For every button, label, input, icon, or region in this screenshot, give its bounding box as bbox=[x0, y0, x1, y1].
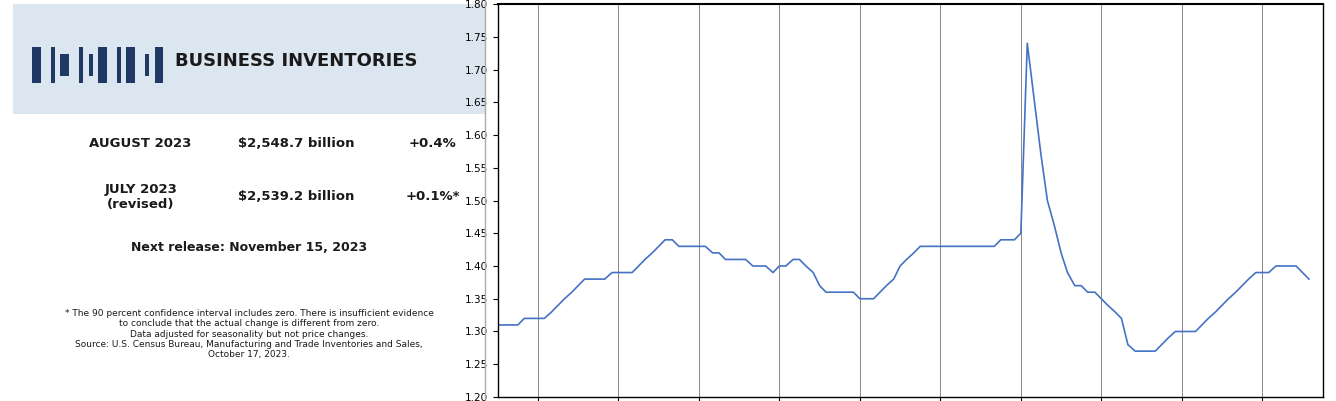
FancyBboxPatch shape bbox=[32, 47, 40, 83]
FancyBboxPatch shape bbox=[79, 47, 83, 83]
Text: Next release: November 15, 2023: Next release: November 15, 2023 bbox=[131, 241, 367, 254]
FancyBboxPatch shape bbox=[127, 47, 135, 83]
Text: JULY 2023
(revised): JULY 2023 (revised) bbox=[104, 182, 178, 211]
Text: $2,548.7 billion: $2,548.7 billion bbox=[238, 137, 354, 150]
Text: AUGUST 2023: AUGUST 2023 bbox=[90, 137, 192, 150]
FancyBboxPatch shape bbox=[155, 47, 163, 83]
Text: BUSINESS INVENTORIES: BUSINESS INVENTORIES bbox=[175, 52, 417, 70]
FancyBboxPatch shape bbox=[88, 54, 92, 76]
FancyBboxPatch shape bbox=[13, 4, 485, 114]
Text: $2,539.2 billion: $2,539.2 billion bbox=[238, 190, 354, 203]
FancyBboxPatch shape bbox=[51, 47, 55, 83]
FancyBboxPatch shape bbox=[99, 47, 107, 83]
FancyBboxPatch shape bbox=[118, 47, 120, 83]
Text: +0.4%: +0.4% bbox=[409, 137, 457, 150]
Text: * The 90 percent confidence interval includes zero. There is insufficient eviden: * The 90 percent confidence interval inc… bbox=[64, 309, 433, 359]
FancyBboxPatch shape bbox=[60, 54, 69, 76]
FancyBboxPatch shape bbox=[146, 54, 150, 76]
Text: +0.1%*: +0.1%* bbox=[406, 190, 460, 203]
